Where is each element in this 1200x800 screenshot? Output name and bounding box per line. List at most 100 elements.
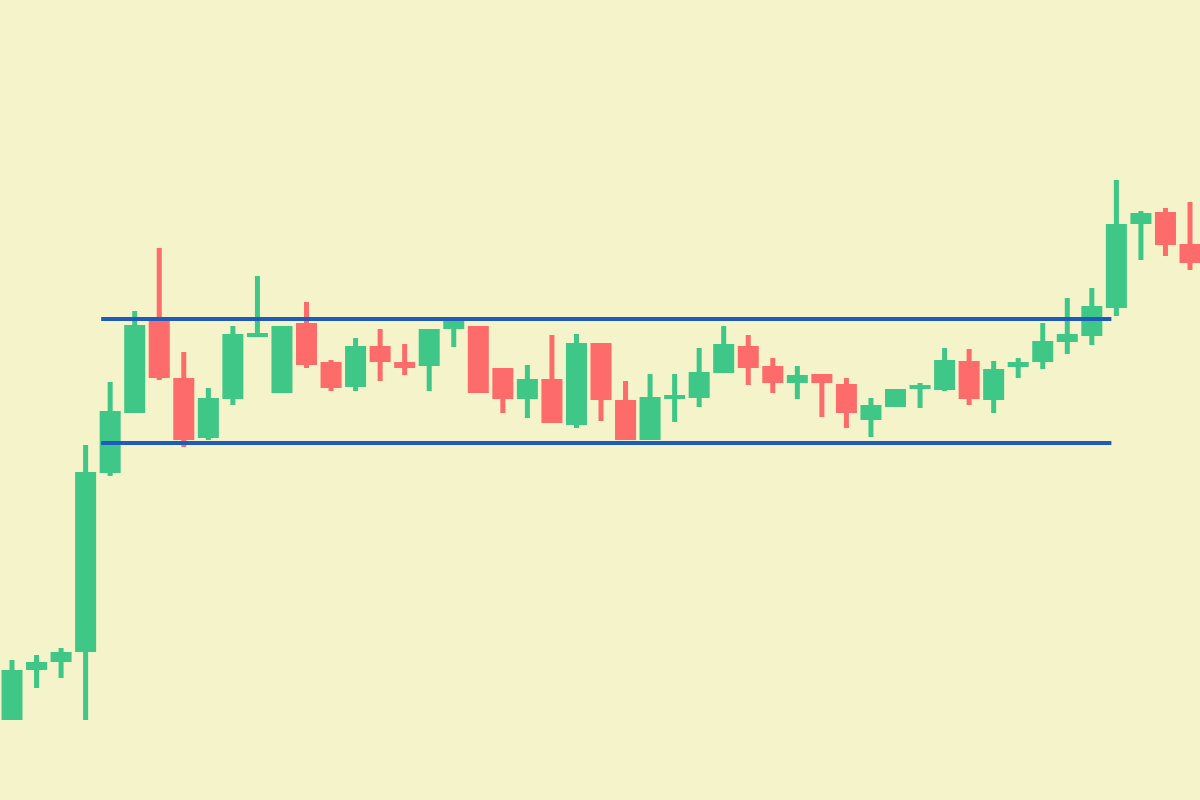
bullish-candle xyxy=(1105,180,1127,316)
bullish-candle xyxy=(934,348,956,391)
bullish-candle xyxy=(983,361,1005,413)
candle-wick xyxy=(402,344,408,375)
bearish-candle xyxy=(958,349,980,405)
bearish-candle xyxy=(541,335,563,423)
candle-body xyxy=(320,362,342,388)
candle-wick xyxy=(1015,358,1021,378)
candle-body xyxy=(26,662,48,670)
bearish-candle xyxy=(811,374,833,417)
candle-body xyxy=(811,374,833,383)
candles-group xyxy=(1,180,1200,720)
bullish-candle xyxy=(50,648,72,678)
candle-body xyxy=(835,384,857,413)
candle-body xyxy=(639,397,661,440)
bullish-candle xyxy=(516,365,538,418)
candle-body xyxy=(148,320,170,378)
bearish-candle xyxy=(173,352,195,447)
candle-wick xyxy=(819,374,825,417)
candle-body xyxy=(369,346,391,362)
candle-body xyxy=(467,326,489,393)
candle-body xyxy=(762,366,784,383)
bullish-candle xyxy=(885,389,906,407)
bearish-candle xyxy=(835,378,857,428)
bullish-candle xyxy=(197,388,219,440)
bullish-candle xyxy=(246,276,268,337)
bullish-candle xyxy=(786,366,808,399)
candle-wick xyxy=(254,276,260,337)
candle-wick xyxy=(58,648,64,678)
candle-body xyxy=(124,325,146,413)
candle-body xyxy=(565,343,587,425)
levels-group xyxy=(101,317,1112,445)
candle-body xyxy=(909,385,931,389)
bearish-candle xyxy=(590,343,612,421)
candle-wick xyxy=(1138,211,1144,260)
candle-body xyxy=(516,379,538,399)
candle-body xyxy=(615,400,637,440)
candle-body xyxy=(1032,341,1054,362)
candle-body xyxy=(958,361,980,399)
candle-body xyxy=(1,670,23,720)
candle-wick xyxy=(451,318,457,347)
bullish-candle xyxy=(1,660,23,720)
bearish-candle xyxy=(467,326,489,393)
bearish-candle xyxy=(320,360,342,391)
candle-body xyxy=(443,321,465,329)
candle-body xyxy=(296,323,317,365)
bullish-candle xyxy=(418,329,440,391)
bearish-candle xyxy=(148,248,170,380)
bullish-candle xyxy=(1130,211,1152,260)
bullish-candle xyxy=(26,655,48,688)
candle-body xyxy=(1130,213,1152,224)
candle-wick xyxy=(1064,298,1070,354)
bullish-candle xyxy=(713,326,735,373)
candle-body xyxy=(1154,212,1176,245)
bullish-candle xyxy=(1032,323,1054,369)
candle-body xyxy=(394,362,416,368)
candle-body xyxy=(860,405,882,420)
bearish-candle xyxy=(1179,202,1200,270)
bullish-candle xyxy=(639,374,661,440)
candle-body xyxy=(173,378,195,440)
candle-body xyxy=(664,395,686,399)
candle-body xyxy=(1007,362,1029,367)
candle-body xyxy=(271,326,293,393)
bullish-candle xyxy=(443,318,465,347)
bullish-candle xyxy=(271,326,293,393)
candle-body xyxy=(50,652,72,662)
bullish-candle xyxy=(345,338,367,391)
bullish-candle xyxy=(565,334,587,428)
candle-body xyxy=(934,360,956,390)
candle-body xyxy=(345,346,367,387)
candle-wick xyxy=(156,248,162,380)
bearish-candle xyxy=(615,381,637,440)
candle-body xyxy=(492,368,514,399)
candle-body xyxy=(713,344,735,373)
bullish-candle xyxy=(222,326,244,405)
candle-wick xyxy=(34,655,40,688)
candle-wick xyxy=(1187,202,1193,270)
candle-body xyxy=(75,472,97,652)
candle-body xyxy=(246,333,268,337)
candle-body xyxy=(541,379,563,423)
bearish-candle xyxy=(1154,208,1176,256)
candle-body xyxy=(688,372,710,398)
candle-body xyxy=(197,398,219,438)
bullish-candle xyxy=(664,374,686,422)
candle-body xyxy=(885,389,906,407)
bullish-candle xyxy=(1056,298,1078,354)
bullish-candle xyxy=(909,383,931,408)
candle-body xyxy=(222,334,244,399)
candle-body xyxy=(1179,244,1200,263)
candle-body xyxy=(983,369,1005,400)
bullish-candle xyxy=(860,398,882,437)
bearish-candle xyxy=(369,329,391,381)
candle-body xyxy=(1105,224,1127,308)
candle-body xyxy=(737,346,759,368)
bearish-candle xyxy=(394,344,416,375)
bearish-candle xyxy=(737,335,759,385)
bearish-candle xyxy=(492,368,514,413)
candle-body xyxy=(1056,334,1078,342)
bullish-candle xyxy=(688,348,710,407)
